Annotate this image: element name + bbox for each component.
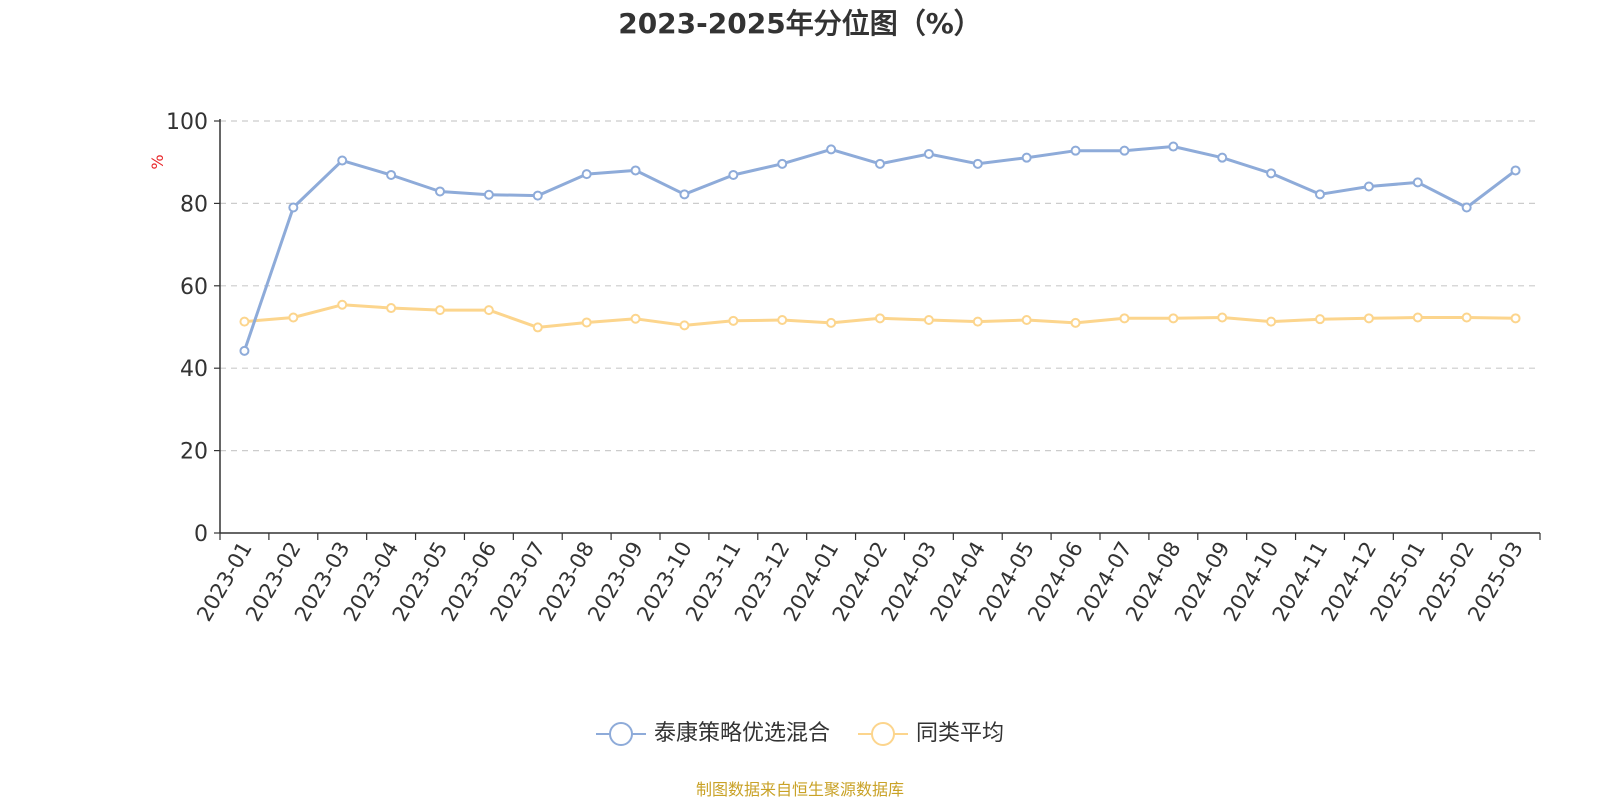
series-2-point [1217,312,1228,323]
series-1-point [923,148,934,159]
legend-label-series-1: 泰康策略优选混合 [653,721,830,746]
legend-item-series-1[interactable]: 泰康策略优选混合 [595,720,830,748]
series-1-point [1217,152,1228,163]
series-2-point [483,305,494,316]
series-1-point [483,189,494,200]
legend-marker-series-2 [858,722,908,746]
series-1-point [1119,145,1130,156]
series-1-point [581,169,592,180]
series-2-point [1315,314,1325,325]
series-2-point [630,313,641,324]
series-1-point [826,144,837,155]
series-1-point [1363,181,1374,192]
series-2-point [972,316,983,327]
series-1-point [532,190,543,201]
series-1-point [972,158,983,169]
series-1-point [875,158,885,169]
series-2-point [581,317,592,328]
series-2-point [1363,313,1374,324]
y-tick-label: 40 [180,357,208,382]
series-2-point [777,314,788,325]
series-1-point [1461,202,1472,213]
y-tick-label: 0 [194,522,208,547]
series-1-point [1315,189,1325,200]
legend-label-series-2: 同类平均 [916,721,1005,746]
y-tick-label: 100 [166,110,208,135]
series-2-point [1070,317,1081,328]
series-1-point [1021,152,1032,163]
series-1-point [1412,177,1423,188]
series-2-point [532,322,543,333]
series-2-point [1412,312,1423,323]
legend-item-series-2[interactable]: 同类平均 [858,720,1004,748]
series-1-point [337,155,348,166]
series-1-point [1510,165,1521,176]
series-2-point [386,303,397,314]
y-tick-label: 80 [180,192,208,217]
series-1-point [288,202,299,213]
series-2-point [1510,313,1521,324]
series-2-point [1168,313,1179,324]
series-1-point [679,189,690,200]
legend: 泰康策略优选混合 同类平均 [0,720,1600,748]
series-1-point [777,158,788,169]
series-1-point [728,169,739,180]
series-2-point [679,320,690,331]
series-1-point [1266,168,1277,179]
source-note: 制图数据来自恒生聚源数据库 [695,780,904,799]
legend-marker-series-1 [595,722,646,746]
series-1-point [386,169,397,180]
series-2-point [1461,312,1472,323]
series-1-point [239,345,250,356]
series-2-point [435,305,445,316]
y-tick-label: 20 [180,440,208,465]
series-1-point [435,186,445,197]
series-2-point [728,315,739,326]
chart-title: 2023-2025年分位图（%） [618,7,982,40]
series-1-point [1168,141,1179,152]
series-2-point [923,314,934,325]
series-2-point [337,299,348,310]
series-1-point [630,165,641,176]
y-axis-label: % [148,154,167,169]
series-2-point [288,312,299,323]
series-2-point [1119,313,1130,324]
series-2-point [826,317,837,328]
series-2-point [239,316,250,327]
series-2-point [1266,316,1277,327]
y-tick-label: 60 [180,275,208,300]
series-2-point [1021,314,1032,325]
series-2-point [875,313,885,324]
series-1-point [1070,145,1081,156]
